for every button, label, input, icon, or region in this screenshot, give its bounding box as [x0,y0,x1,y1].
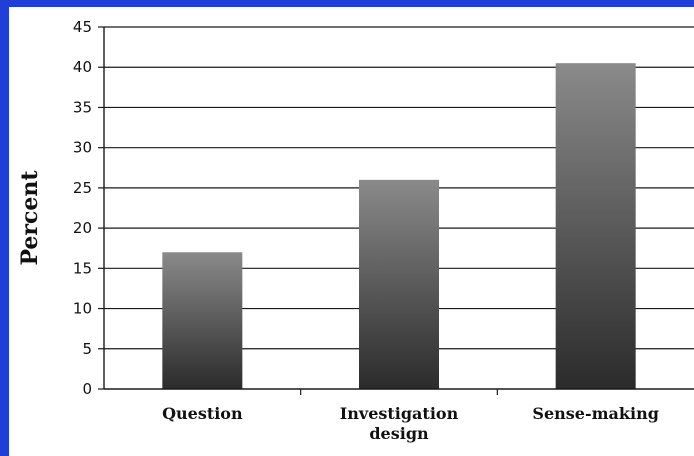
y-tick-label: 35 [73,98,92,116]
bar [359,179,439,389]
x-tick-label: Sense-making [532,404,658,423]
bar-chart: 0 5 10 15 20 25 30 35 40 45 Question Investigation… [17,18,694,443]
bar [162,252,243,389]
y-tick-label: 25 [73,179,92,197]
y-tick-labels: 0 5 10 15 20 25 30 35 40 45 [73,18,92,398]
x-tick-label: Investigation [340,404,459,423]
y-tick-label: 10 [73,300,92,318]
y-tick-label: 45 [73,18,92,36]
y-axis-title: Percent [17,170,43,266]
y-tick-label: 40 [73,58,92,76]
y-tick-label: 20 [73,219,92,237]
y-tick-label: 30 [73,139,92,157]
y-tick-label: 5 [82,340,92,358]
chart-frame: 0 5 10 15 20 25 30 35 40 45 Question Investigation… [9,7,694,456]
x-tick-label: design [369,424,429,443]
axes [98,26,694,395]
x-tick-label: Question [162,404,243,423]
y-tick-label: 0 [82,380,92,398]
bars [162,63,636,389]
y-tick-label: 15 [73,259,92,277]
bar [555,63,636,389]
